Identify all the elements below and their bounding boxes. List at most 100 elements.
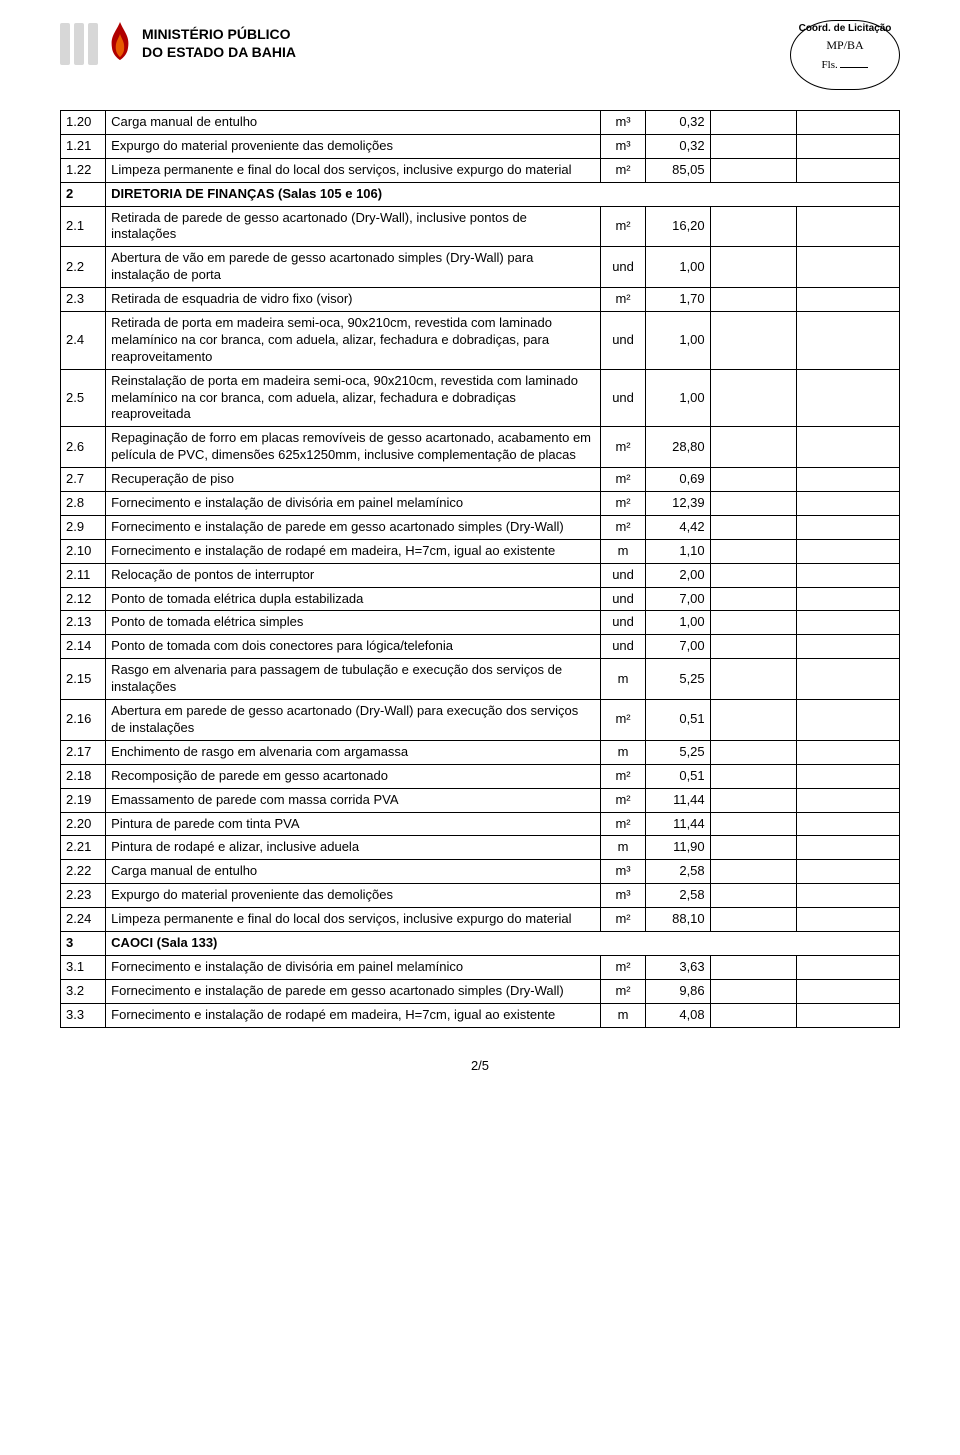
row-description: Fornecimento e instalação de parede em g… [106, 979, 601, 1003]
row-quantity: 1,70 [646, 288, 711, 312]
row-number: 3.1 [61, 955, 106, 979]
row-empty [710, 369, 796, 427]
row-unit: m² [600, 812, 645, 836]
row-description: Retirada de parede de gesso acartonado (… [106, 206, 601, 247]
row-number: 2.20 [61, 812, 106, 836]
row-empty [710, 611, 796, 635]
table-row: 2.24Limpeza permanente e final do local … [61, 908, 900, 932]
row-quantity: 2,58 [646, 884, 711, 908]
row-quantity: 1,00 [646, 369, 711, 427]
row-empty [710, 764, 796, 788]
row-number: 2.8 [61, 492, 106, 516]
row-empty [710, 836, 796, 860]
logo-bar [88, 23, 98, 65]
table-row: 2.3Retirada de esquadria de vidro fixo (… [61, 288, 900, 312]
org-name: MINISTÉRIO PÚBLICO DO ESTADO DA BAHIA [142, 26, 296, 61]
row-quantity: 0,32 [646, 111, 711, 135]
row-quantity: 5,25 [646, 740, 711, 764]
table-row: 2.14Ponto de tomada com dois conectores … [61, 635, 900, 659]
row-unit: m² [600, 788, 645, 812]
row-empty [796, 812, 899, 836]
stamp: Coord. de Licitação MP/BA Fls. [790, 20, 900, 90]
row-quantity: 1,10 [646, 539, 711, 563]
row-number: 2.7 [61, 468, 106, 492]
logo-bar [74, 23, 84, 65]
row-quantity: 12,39 [646, 492, 711, 516]
row-description: Ponto de tomada elétrica dupla estabiliz… [106, 587, 601, 611]
row-empty [796, 908, 899, 932]
logo-bars [60, 23, 98, 65]
row-empty [710, 955, 796, 979]
row-quantity: 85,05 [646, 158, 711, 182]
row-empty [796, 788, 899, 812]
row-description: Relocação de pontos de interruptor [106, 563, 601, 587]
row-quantity: 2,00 [646, 563, 711, 587]
row-empty [796, 659, 899, 700]
table-row: 2.22Carga manual de entulhom³2,58 [61, 860, 900, 884]
table-row: 3.1Fornecimento e instalação de divisóri… [61, 955, 900, 979]
row-empty [710, 740, 796, 764]
row-empty [710, 563, 796, 587]
row-number: 2.2 [61, 247, 106, 288]
row-empty [796, 884, 899, 908]
row-unit: und [600, 635, 645, 659]
page-header: MINISTÉRIO PÚBLICO DO ESTADO DA BAHIA Co… [60, 20, 900, 90]
row-description: Ponto de tomada com dois conectores para… [106, 635, 601, 659]
row-quantity: 4,08 [646, 1003, 711, 1027]
row-empty [710, 860, 796, 884]
row-empty [710, 979, 796, 1003]
row-unit: m² [600, 206, 645, 247]
row-empty [710, 492, 796, 516]
row-unit: m [600, 539, 645, 563]
row-quantity: 3,63 [646, 955, 711, 979]
row-empty [796, 468, 899, 492]
row-empty [710, 908, 796, 932]
row-unit: und [600, 587, 645, 611]
row-number: 2.17 [61, 740, 106, 764]
row-number: 2.5 [61, 369, 106, 427]
row-empty [796, 860, 899, 884]
flame-icon [106, 20, 134, 67]
row-empty [796, 740, 899, 764]
row-empty [710, 1003, 796, 1027]
row-quantity: 4,42 [646, 515, 711, 539]
row-unit: m² [600, 492, 645, 516]
row-number: 3 [61, 931, 106, 955]
row-quantity: 11,90 [646, 836, 711, 860]
row-description: Abertura em parede de gesso acartonado (… [106, 700, 601, 741]
row-number: 2.3 [61, 288, 106, 312]
row-description: Expurgo do material proveniente das demo… [106, 884, 601, 908]
table-row: 2.4Retirada de porta em madeira semi-oca… [61, 312, 900, 370]
row-quantity: 7,00 [646, 635, 711, 659]
table-row: 2.8Fornecimento e instalação de divisóri… [61, 492, 900, 516]
row-unit: m [600, 659, 645, 700]
row-empty [710, 312, 796, 370]
row-unit: m² [600, 515, 645, 539]
row-unit: m² [600, 700, 645, 741]
table-row: 2.20Pintura de parede com tinta PVAm²11,… [61, 812, 900, 836]
row-empty [796, 288, 899, 312]
row-unit: und [600, 611, 645, 635]
row-empty [710, 539, 796, 563]
row-description: Enchimento de rasgo em alvenaria com arg… [106, 740, 601, 764]
row-unit: m³ [600, 884, 645, 908]
table-row: 2.1Retirada de parede de gesso acartonad… [61, 206, 900, 247]
row-empty [796, 427, 899, 468]
row-number: 1.22 [61, 158, 106, 182]
row-number: 2.10 [61, 539, 106, 563]
table-row: 2.6Repaginação de forro em placas removí… [61, 427, 900, 468]
table-row: 2.2Abertura de vão em parede de gesso ac… [61, 247, 900, 288]
row-unit: und [600, 369, 645, 427]
row-number: 2.4 [61, 312, 106, 370]
row-description: Reinstalação de porta em madeira semi-oc… [106, 369, 601, 427]
row-number: 2.11 [61, 563, 106, 587]
row-empty [796, 611, 899, 635]
row-empty [796, 369, 899, 427]
table-row: 2.18Recomposição de parede em gesso acar… [61, 764, 900, 788]
stamp-top: Coord. de Licitação [791, 23, 899, 34]
row-description: Fornecimento e instalação de rodapé em m… [106, 539, 601, 563]
section-row: 3CAOCI (Sala 133) [61, 931, 900, 955]
row-empty [796, 587, 899, 611]
table-row: 1.22Limpeza permanente e final do local … [61, 158, 900, 182]
row-empty [710, 812, 796, 836]
